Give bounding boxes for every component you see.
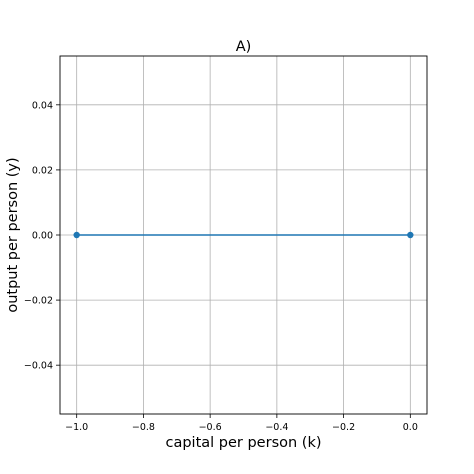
y-tick-label: 0.02 [32, 165, 53, 176]
y-tick-label: −0.02 [24, 296, 53, 307]
x-tick-label: 0.0 [403, 422, 418, 433]
y-axis-title: output per person (y) [5, 157, 21, 312]
data-point [407, 231, 414, 239]
y-tick-label: 0.04 [32, 100, 53, 111]
x-axis-title: capital per person (k) [165, 435, 321, 451]
series-layer [73, 231, 414, 239]
x-tick-label: −0.2 [332, 422, 355, 433]
data-point [73, 231, 80, 239]
x-tick-label: −0.8 [132, 422, 155, 433]
x-tick-label: −1.0 [65, 422, 88, 433]
x-tick-label: −0.4 [265, 422, 288, 433]
y-tick-label: 0.00 [32, 231, 53, 242]
x-tick-label: −0.6 [199, 422, 222, 433]
y-tick-label: −0.04 [24, 361, 53, 372]
chart-title: A) [236, 39, 252, 55]
ticks: −1.0 −0.8 −0.6 −0.4 −0.2 0.0 0.04 0.02 0.00 −0.02… [24, 100, 418, 433]
